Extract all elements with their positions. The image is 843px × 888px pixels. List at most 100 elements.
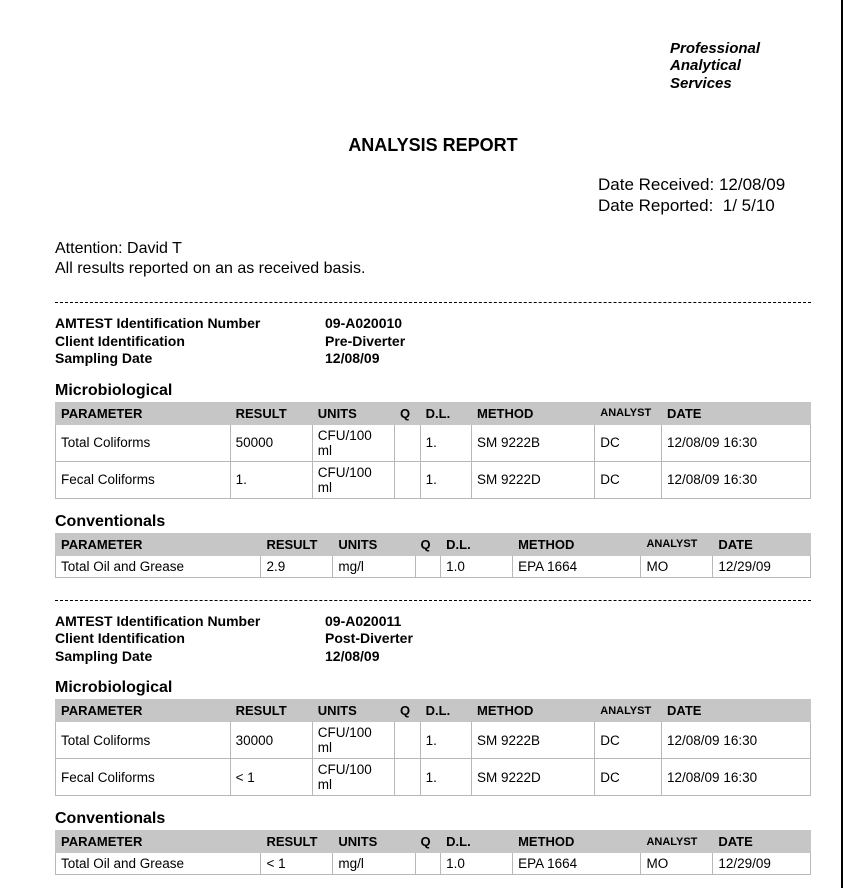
cell-q (394, 759, 420, 796)
col-result: RESULT (261, 831, 333, 853)
sample-meta: AMTEST Identification Number09-A020011Cl… (55, 613, 811, 666)
sample-meta: AMTEST Identification Number09-A020010Cl… (55, 315, 811, 368)
cell-date: 12/08/09 16:30 (662, 759, 811, 796)
col-units: UNITS (333, 533, 415, 555)
sampling-date-label: Sampling Date (55, 350, 325, 368)
cell-method: SM 9222B (472, 722, 595, 759)
col-q: Q (415, 831, 441, 853)
cell-dl: 1.0 (441, 555, 513, 577)
cell-units: CFU/100 ml (312, 424, 394, 461)
table-row: Total Coliforms50000CFU/100 ml1.SM 9222B… (56, 424, 811, 461)
col-q: Q (394, 700, 420, 722)
cell-analyst: DC (595, 424, 662, 461)
table-row: Total Oil and Grease2.9mg/l 1.0EPA 1664MO… (56, 555, 811, 577)
cell-date: 12/08/09 16:30 (662, 461, 811, 498)
cell-parameter: Total Oil and Grease (56, 853, 261, 875)
cell-dl: 1. (420, 722, 471, 759)
company-name: Professional Analytical Services (670, 40, 760, 92)
cell-analyst: DC (595, 461, 662, 498)
cell-date: 12/08/09 16:30 (662, 424, 811, 461)
cell-date: 12/08/09 16:30 (662, 722, 811, 759)
cell-date: 12/29/09 (713, 853, 811, 875)
cell-q (394, 722, 420, 759)
sampling-date-value: 12/08/09 (325, 350, 380, 366)
client-id-label: Client Identification (55, 333, 325, 351)
cell-units: mg/l (333, 555, 415, 577)
cell-dl: 1.0 (441, 853, 513, 875)
col-q: Q (415, 533, 441, 555)
col-parameter: PARAMETER (56, 533, 261, 555)
col-date: DATE (662, 700, 811, 722)
cell-method: SM 9222D (472, 461, 595, 498)
table-row: Fecal Coliforms< 1CFU/100 ml1.SM 9222DDC… (56, 759, 811, 796)
col-analyst: ANALYST (595, 700, 662, 722)
date-received-value: 12/08/09 (719, 175, 785, 194)
col-date: DATE (713, 831, 811, 853)
col-dl: D.L. (441, 831, 513, 853)
data-table: PARAMETERRESULTUNITSQD.L.METHODANALYSTDA… (55, 533, 811, 578)
cell-dl: 1. (420, 424, 471, 461)
cell-result: < 1 (261, 853, 333, 875)
data-table: PARAMETERRESULTUNITSQD.L.METHODANALYSTDA… (55, 402, 811, 499)
sampling-date-value: 12/08/09 (325, 648, 380, 664)
col-date: DATE (662, 402, 811, 424)
cell-units: CFU/100 ml (312, 759, 394, 796)
cell-analyst: MO (641, 853, 713, 875)
date-reported-value: 1/ 5/10 (723, 196, 775, 215)
col-analyst: ANALYST (641, 533, 713, 555)
cell-method: SM 9222D (472, 759, 595, 796)
col-method: METHOD (472, 700, 595, 722)
col-parameter: PARAMETER (56, 831, 261, 853)
table-row: Total Coliforms30000CFU/100 ml 1.SM 9222B… (56, 722, 811, 759)
cell-parameter: Total Coliforms (56, 722, 231, 759)
cell-result: 2.9 (261, 555, 333, 577)
col-parameter: PARAMETER (56, 402, 231, 424)
company-line: Analytical (670, 57, 760, 74)
col-analyst: ANALYST (595, 402, 662, 424)
cell-analyst: DC (595, 759, 662, 796)
sampling-date-label: Sampling Date (55, 648, 325, 666)
col-dl: D.L. (441, 533, 513, 555)
col-result: RESULT (230, 700, 312, 722)
conventionals-heading: Conventionals (55, 513, 811, 531)
cell-date: 12/29/09 (713, 555, 811, 577)
amtest-id-value: 09-A020011 (325, 613, 401, 629)
cell-q (415, 555, 441, 577)
col-analyst: ANALYST (641, 831, 713, 853)
col-date: DATE (713, 533, 811, 555)
cell-parameter: Total Coliforms (56, 424, 231, 461)
col-units: UNITS (312, 700, 394, 722)
col-parameter: PARAMETER (56, 700, 231, 722)
cell-method: EPA 1664 (513, 555, 641, 577)
cell-units: mg/l (333, 853, 415, 875)
amtest-id-label: AMTEST Identification Number (55, 613, 325, 631)
cell-analyst: DC (595, 722, 662, 759)
cell-q (415, 853, 441, 875)
attention-block: Attention: David T All results reported … (55, 239, 811, 281)
data-table: PARAMETERRESULTUNITSQD.L.METHODANALYSTDA… (55, 830, 811, 875)
date-received-label: Date Received: (598, 175, 714, 194)
date-reported-label: Date Reported: (598, 196, 713, 215)
col-units: UNITS (312, 402, 394, 424)
cell-result: 30000 (230, 722, 312, 759)
attention-line: Attention: David T (55, 239, 811, 260)
col-dl: D.L. (420, 402, 471, 424)
cell-parameter: Total Oil and Grease (56, 555, 261, 577)
cell-analyst: MO (641, 555, 713, 577)
divider (55, 302, 811, 303)
table-row: Total Oil and Grease< 1mg/l1.0EPA 1664MO… (56, 853, 811, 875)
divider (55, 600, 811, 601)
microbiological-heading: Microbiological (55, 382, 811, 400)
cell-q (394, 461, 420, 498)
client-id-value: Pre-Diverter (325, 333, 405, 349)
cell-units: CFU/100 ml (312, 722, 394, 759)
col-q: Q (394, 402, 420, 424)
conventionals-heading: Conventionals (55, 810, 811, 828)
data-table: PARAMETERRESULTUNITSQD.L.METHODANALYSTDA… (55, 699, 811, 796)
col-dl: D.L. (420, 700, 471, 722)
cell-parameter: Fecal Coliforms (56, 461, 231, 498)
col-result: RESULT (261, 533, 333, 555)
cell-parameter: Fecal Coliforms (56, 759, 231, 796)
cell-q (394, 424, 420, 461)
cell-result: < 1 (230, 759, 312, 796)
